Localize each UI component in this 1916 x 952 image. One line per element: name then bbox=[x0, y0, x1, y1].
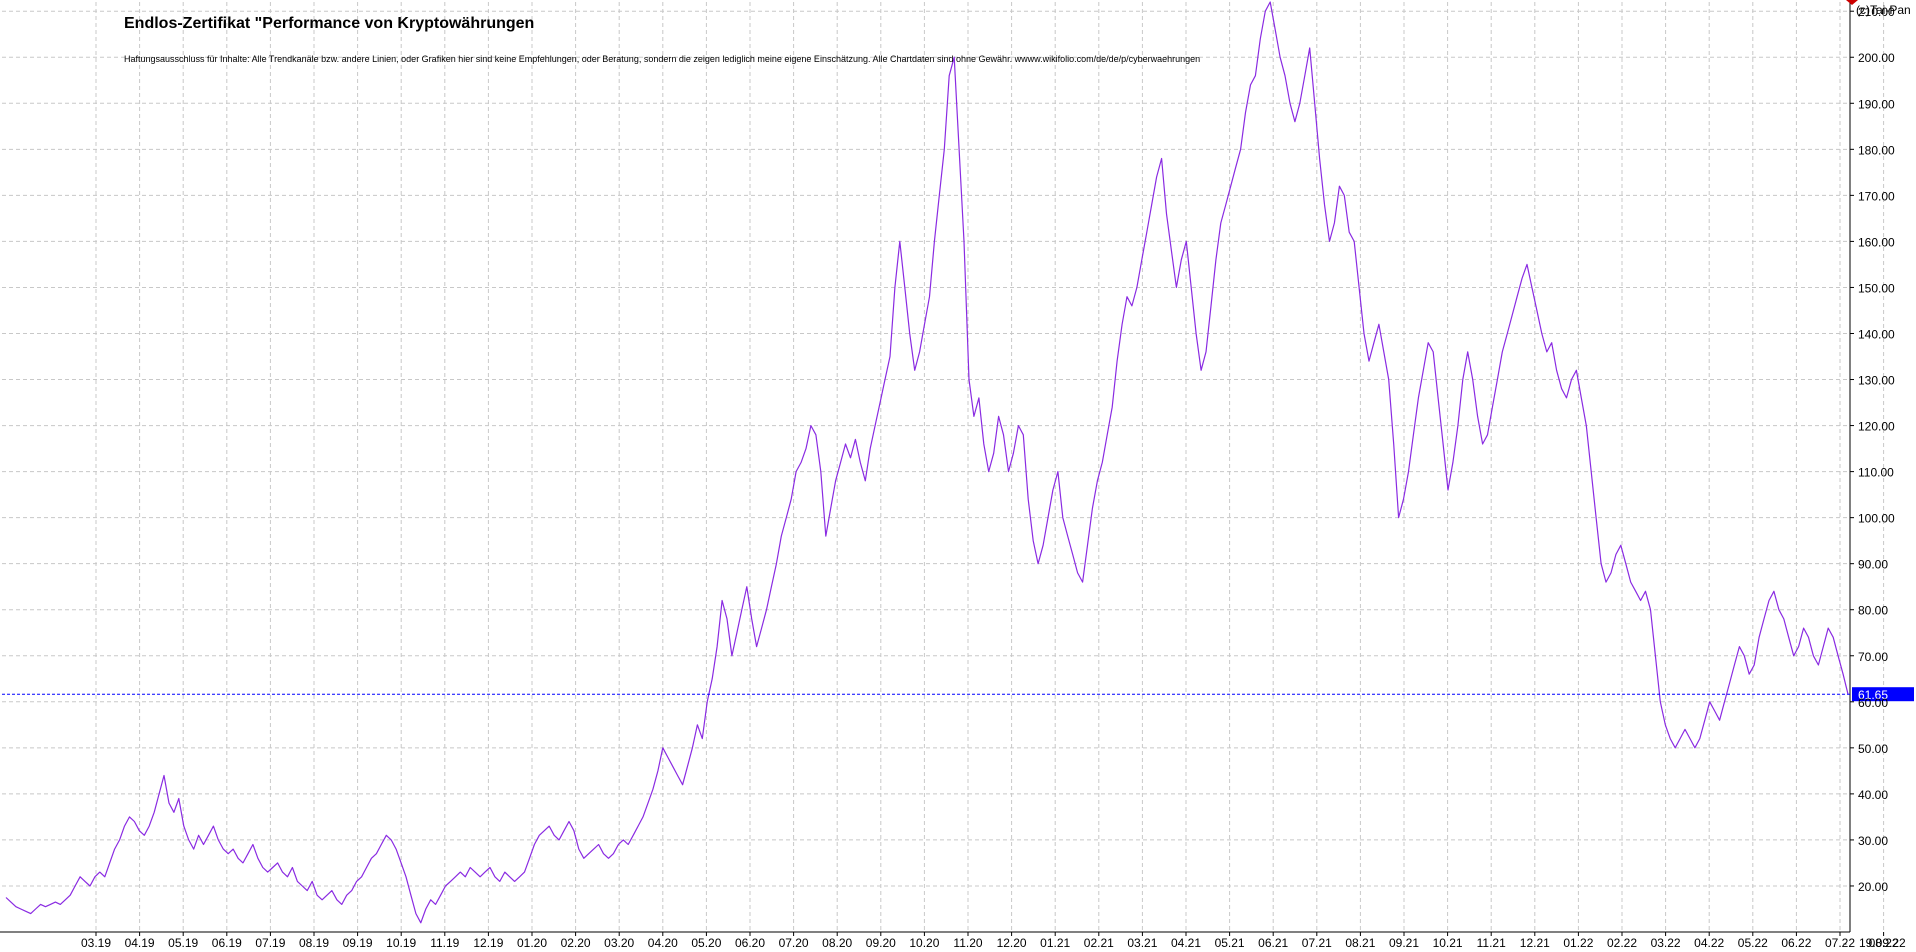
x-tick-label: 09.21 bbox=[1389, 936, 1419, 950]
y-tick-label: 180.00 bbox=[1858, 143, 1895, 157]
y-tick-label: 80.00 bbox=[1858, 604, 1888, 618]
x-tick-label: 07.21 bbox=[1302, 936, 1332, 950]
y-tick-label: 30.00 bbox=[1858, 834, 1888, 848]
y-tick-label: 90.00 bbox=[1858, 558, 1888, 572]
x-tick-label: 09.20 bbox=[866, 936, 896, 950]
chart-title: Endlos-Zertifikat "Performance von Krypt… bbox=[124, 15, 534, 32]
x-end-marker: - bbox=[1843, 936, 1847, 950]
y-axis: 20.00 30.00 40.00 50.00 60.00 70.00 80.00 90.00… bbox=[1850, 5, 1895, 894]
x-tick-label: 08.21 bbox=[1345, 936, 1375, 950]
y-tick-label: 50.00 bbox=[1858, 742, 1888, 756]
y-tick-label: 140.00 bbox=[1858, 327, 1895, 341]
x-tick-label: 03.22 bbox=[1651, 936, 1681, 950]
x-tick-label: 05.22 bbox=[1738, 936, 1768, 950]
y-tick-label: 190.00 bbox=[1858, 97, 1895, 111]
corner-marker-icon bbox=[1846, 0, 1858, 5]
x-tick-label: 11.21 bbox=[1477, 936, 1506, 950]
x-tick-label: 02.20 bbox=[561, 936, 591, 950]
x-tick-label: 12.21 bbox=[1520, 936, 1550, 950]
x-end-label: 19.09.22 bbox=[1859, 936, 1906, 950]
x-tick-label: 06.22 bbox=[1781, 936, 1811, 950]
x-tick-label: 07.20 bbox=[779, 936, 809, 950]
x-tick-label: 03.19 bbox=[81, 936, 111, 950]
x-tick-label: 01.20 bbox=[517, 936, 547, 950]
last-value-line: 61.65 bbox=[2, 687, 1914, 702]
x-tick-label: 03.20 bbox=[604, 936, 634, 950]
chart-subtitle: Haftungsausschluss für Inhalte: Alle Tre… bbox=[124, 54, 1200, 64]
x-tick-label: 06.21 bbox=[1258, 936, 1288, 950]
y-tick-label: 70.00 bbox=[1858, 650, 1888, 664]
x-axis: 03.19 04.19 05.19 06.19 07.19 08.19 09.19 10.19… bbox=[81, 932, 1899, 950]
last-value-label: 61.65 bbox=[1858, 688, 1888, 702]
y-tick-label: 110.00 bbox=[1858, 466, 1894, 480]
grid bbox=[0, 0, 1885, 933]
x-tick-label: 10.21 bbox=[1433, 936, 1463, 950]
x-tick-label: 08.22 bbox=[1869, 936, 1899, 950]
x-tick-label: 05.19 bbox=[168, 936, 198, 950]
x-tick-label: 12.19 bbox=[473, 936, 503, 950]
y-tick-label: 100.00 bbox=[1858, 512, 1895, 526]
x-tick-label: 11.19 bbox=[430, 936, 459, 950]
y-tick-label: 120.00 bbox=[1858, 420, 1895, 434]
x-tick-label: 10.20 bbox=[909, 936, 939, 950]
x-tick-label: 08.19 bbox=[299, 936, 329, 950]
x-tick-label: 12.20 bbox=[997, 936, 1027, 950]
y-tick-label: 150.00 bbox=[1858, 281, 1895, 295]
x-tick-label: 04.19 bbox=[125, 936, 155, 950]
y-tick-label: 130.00 bbox=[1858, 374, 1895, 388]
x-tick-label: 06.20 bbox=[735, 936, 765, 950]
y-tick-label: 160.00 bbox=[1858, 235, 1895, 249]
x-tick-label: 07.22 bbox=[1825, 936, 1855, 950]
x-tick-label: 10.19 bbox=[386, 936, 416, 950]
x-tick-label: 06.19 bbox=[212, 936, 242, 950]
x-tick-label: 02.22 bbox=[1607, 936, 1637, 950]
x-tick-label: 04.21 bbox=[1171, 936, 1201, 950]
x-tick-label: 11.20 bbox=[953, 936, 982, 950]
y-tick-label: 40.00 bbox=[1858, 788, 1888, 802]
y-tick-label: 200.00 bbox=[1858, 51, 1895, 65]
x-tick-label: 01.22 bbox=[1563, 936, 1593, 950]
x-tick-label: 07.19 bbox=[255, 936, 285, 950]
y-tick-label: 20.00 bbox=[1858, 880, 1888, 894]
y-tick-label: 170.00 bbox=[1858, 189, 1895, 203]
y-tick-label: 60.00 bbox=[1858, 696, 1888, 710]
last-value-box bbox=[1852, 687, 1914, 702]
x-tick-label: 01.21 bbox=[1040, 936, 1070, 950]
x-tick-label: 05.21 bbox=[1215, 936, 1245, 950]
x-tick-label: 04.20 bbox=[648, 936, 678, 950]
plot-area bbox=[5, 1, 1849, 924]
x-tick-label: 09.19 bbox=[343, 936, 373, 950]
x-tick-label: 04.22 bbox=[1694, 936, 1724, 950]
x-tick-label: 02.21 bbox=[1084, 936, 1114, 950]
y-tick-label: 210.00 bbox=[1858, 5, 1895, 19]
x-tick-label: 08.20 bbox=[822, 936, 852, 950]
x-tick-label: 05.20 bbox=[691, 936, 721, 950]
x-tick-label: 03.21 bbox=[1127, 936, 1157, 950]
copyright-label: (c)Tai-Pan bbox=[1856, 3, 1911, 17]
series-line bbox=[5, 1, 1849, 924]
